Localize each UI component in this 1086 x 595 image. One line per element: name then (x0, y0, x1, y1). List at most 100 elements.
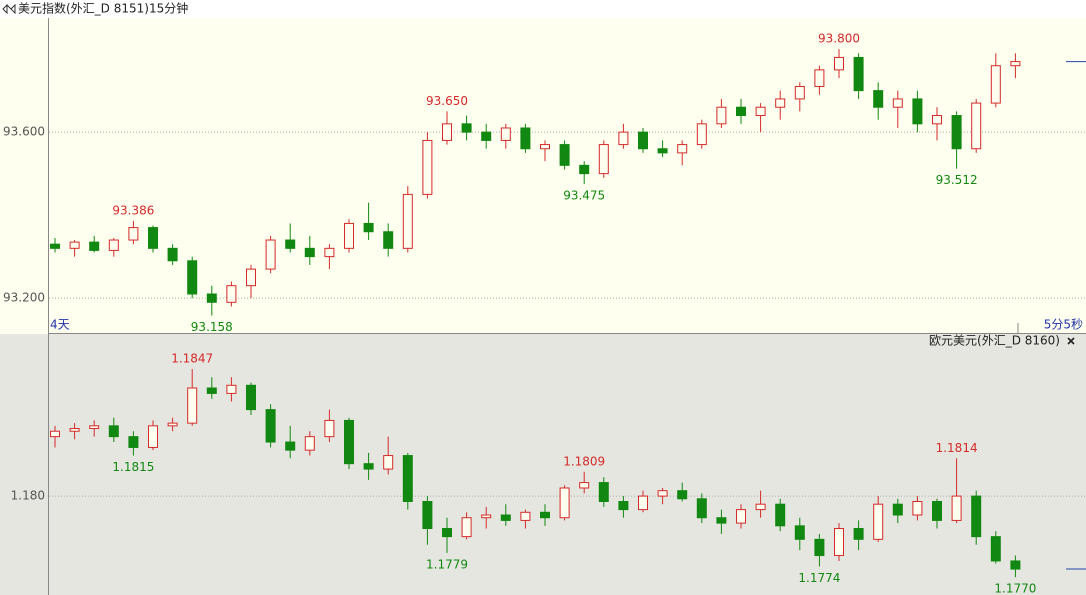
candle-body (285, 239, 296, 249)
candle-body (814, 69, 825, 87)
low-label: 93.512 (936, 173, 978, 187)
top-panel (0, 18, 1086, 334)
high-label: 93.800 (818, 32, 860, 46)
low-label: 1.1815 (112, 460, 154, 474)
candle-body (481, 514, 492, 519)
candle-body (794, 525, 805, 540)
candle-body (461, 517, 472, 538)
candle-body (873, 90, 884, 108)
candle-body (108, 425, 119, 438)
chart-title: 美元指数(外汇_D 8151)15分钟 (18, 1, 188, 16)
y-tick-label: 93.200 (3, 291, 45, 305)
low-label: 93.475 (563, 189, 605, 203)
candle-body (50, 430, 60, 438)
close-button[interactable] (1067, 337, 1075, 345)
candle-body (834, 528, 844, 557)
candle-body (755, 503, 766, 511)
candle-body (422, 139, 433, 195)
candle-body (89, 425, 100, 430)
candle-body (1010, 560, 1021, 570)
candle-body (716, 106, 727, 125)
candle-body (677, 144, 688, 154)
candle-body (873, 503, 884, 540)
candle-body (363, 463, 374, 470)
candle-body (990, 65, 1001, 104)
candle-body (442, 528, 452, 538)
candle-body (148, 425, 158, 448)
chart-title: 欧元美元(外汇_D 8160) (929, 334, 1060, 348)
candle-body (246, 384, 256, 411)
candle-body (990, 536, 1001, 562)
candle-body (383, 455, 394, 470)
candle-body (736, 509, 746, 524)
candle-body (226, 384, 237, 394)
candle-body (892, 98, 903, 108)
candle-body (167, 422, 178, 427)
candle-body (932, 500, 942, 521)
high-label: 1.1814 (936, 441, 978, 455)
candle-body (304, 247, 315, 258)
candle-body (853, 56, 864, 92)
candle-body (402, 455, 413, 502)
candle-body (677, 490, 688, 500)
y-tick-label: 1.180 (11, 489, 45, 503)
y-tick-label: 93.600 (3, 125, 45, 139)
candle-body (775, 98, 786, 108)
candle-body (304, 436, 315, 451)
high-label: 93.386 (112, 203, 154, 217)
low-label: 1.1779 (426, 557, 468, 571)
candle-body (265, 409, 276, 443)
candle-body (324, 419, 335, 438)
candle-body (422, 500, 433, 530)
candle-body (246, 268, 256, 287)
candle-body (226, 285, 237, 303)
low-label: 93.158 (191, 320, 233, 334)
candle-body (598, 482, 609, 502)
candle-body (442, 123, 452, 141)
switch-icon[interactable] (2, 3, 16, 15)
candle-body (579, 164, 590, 175)
candle-body (912, 98, 923, 125)
candle-body (618, 500, 629, 511)
candle-body (657, 148, 668, 154)
candle-body (187, 387, 198, 424)
candle-body (638, 131, 648, 150)
candle-body (696, 498, 707, 519)
candle-body (736, 106, 746, 117)
candle-body (285, 441, 296, 451)
candle-body (128, 436, 139, 448)
candle-body (657, 490, 668, 497)
candle-body (559, 144, 570, 166)
candle-body (344, 222, 354, 249)
candle-body (520, 127, 531, 150)
candle-body (324, 247, 335, 258)
candle-body (971, 102, 982, 150)
candle-body (402, 193, 413, 249)
candle-body (69, 428, 80, 432)
header-bar (0, 0, 1086, 18)
low-label: 1.1770 (994, 582, 1036, 595)
time-label: 4天 (50, 318, 70, 332)
candle-body (853, 528, 864, 540)
candle-body (696, 123, 707, 146)
candle-body (755, 106, 766, 117)
high-label: 1.1847 (171, 352, 213, 366)
candle-body (540, 511, 550, 519)
high-label: 1.1809 (563, 454, 605, 468)
high-label: 93.650 (426, 94, 468, 108)
candle-body (912, 500, 923, 516)
candle-body (206, 387, 217, 394)
candle-body (951, 495, 962, 521)
candle-body (716, 517, 727, 524)
candle-body (1010, 61, 1021, 67)
candle-body (167, 247, 178, 262)
candle-body (50, 243, 60, 249)
candle-body (363, 222, 374, 233)
candle-body (187, 260, 198, 295)
candle-body (481, 131, 492, 141)
candle-body (618, 131, 629, 146)
candle-body (128, 227, 139, 241)
candle-body (971, 495, 982, 538)
candle-body (500, 127, 511, 141)
